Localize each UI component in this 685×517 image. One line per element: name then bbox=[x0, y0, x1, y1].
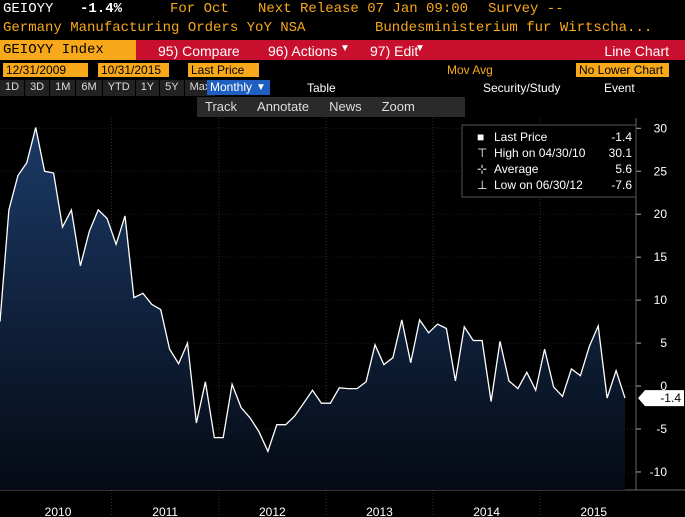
edit-button[interactable]: 97) Edit bbox=[370, 43, 419, 59]
y-tick-label: -5 bbox=[656, 422, 667, 436]
y-tick-label: 20 bbox=[654, 207, 668, 221]
period-button[interactable]: 3D bbox=[25, 80, 51, 96]
period-button[interactable]: YTD bbox=[102, 80, 136, 96]
period-bar: 1D 3D 1M 6M YTD 1Y 5Y Max bbox=[0, 80, 217, 96]
ticker: GEIOYY bbox=[3, 1, 54, 17]
event-button[interactable]: Event bbox=[604, 81, 635, 95]
field-select[interactable]: Last Price bbox=[188, 63, 259, 77]
tool-bar bbox=[197, 97, 465, 117]
lower-chart[interactable]: No Lower Chart bbox=[576, 63, 669, 77]
line bbox=[0, 127, 626, 454]
x-tick-label: 2012 bbox=[259, 505, 286, 517]
mov-avg[interactable]: Mov Avg bbox=[447, 63, 493, 77]
frequency[interactable]: Monthly bbox=[207, 80, 270, 95]
legend-value: -1.4 bbox=[611, 130, 632, 144]
compare-button[interactable]: 95) Compare bbox=[158, 43, 240, 59]
legend-value: -7.6 bbox=[611, 178, 632, 192]
y-tick-label: 25 bbox=[654, 164, 668, 178]
x-tick-label: 2013 bbox=[366, 505, 393, 517]
legend-symbol: ⊤ bbox=[477, 146, 487, 160]
period-button[interactable]: 1D bbox=[0, 80, 26, 96]
last-value-label: -1.4 bbox=[660, 391, 681, 405]
security-field[interactable]: GEIOYY Index bbox=[0, 40, 136, 60]
y-tick-label: 30 bbox=[654, 121, 668, 135]
start-date[interactable]: 12/31/2009 bbox=[3, 63, 88, 77]
x-tick-label: 2010 bbox=[45, 505, 72, 517]
chart: -10 -5 0 5 10 15 20 25 30 2010 2011 2012 2013 2014 201… bbox=[0, 118, 685, 517]
legend-label: Average bbox=[494, 162, 539, 176]
period-button[interactable]: 6M bbox=[76, 80, 103, 96]
period-button[interactable]: 1Y bbox=[135, 80, 161, 96]
area-fill bbox=[0, 127, 625, 490]
legend-symbol: ⊥ bbox=[477, 178, 487, 192]
y-tick-label: 10 bbox=[654, 293, 668, 307]
y-tick-label: 5 bbox=[660, 336, 667, 350]
legend-box bbox=[461, 124, 637, 198]
survey: Survey -- bbox=[488, 1, 564, 17]
period: For Oct bbox=[170, 1, 229, 17]
end-date[interactable]: 10/31/2015 bbox=[98, 63, 169, 77]
chart-kind[interactable]: Line Chart bbox=[604, 43, 669, 59]
source: Bundesministerium fur Wirtscha... bbox=[375, 20, 653, 36]
last-value-tag bbox=[638, 390, 684, 407]
change: -1.4% bbox=[80, 1, 123, 17]
legend-label: Low on 06/30/12 bbox=[494, 178, 583, 192]
legend-symbol: ⊹ bbox=[477, 162, 487, 176]
tool-list: Track Annotate News Zoom bbox=[205, 99, 415, 114]
legend-value: 5.6 bbox=[615, 162, 632, 176]
x-tick-label: 2015 bbox=[580, 505, 607, 517]
period-button[interactable]: 5Y bbox=[160, 80, 185, 96]
description: Germany Manufacturing Orders YoY NSA bbox=[3, 20, 306, 36]
tool-button[interactable]: News bbox=[329, 99, 362, 114]
tool-button[interactable]: Annotate bbox=[257, 99, 310, 114]
dropdown-arrow: ▼ bbox=[340, 43, 350, 54]
legend-value: 30.1 bbox=[609, 146, 633, 160]
tool-button[interactable]: Track bbox=[205, 99, 238, 114]
x-tick-label: 2011 bbox=[152, 505, 178, 517]
y-tick-label: 0 bbox=[660, 379, 667, 393]
table-button[interactable]: Table bbox=[307, 81, 336, 95]
toolbar bbox=[0, 40, 685, 60]
period-button[interactable]: 1M bbox=[50, 80, 77, 96]
legend-label: High on 04/30/10 bbox=[494, 146, 586, 160]
y-tick-label: 15 bbox=[654, 250, 668, 264]
y-tick-label: -10 bbox=[650, 465, 668, 479]
tool-button[interactable]: Zoom bbox=[381, 99, 415, 114]
actions-button[interactable]: 96) Actions bbox=[268, 43, 338, 59]
dropdown-arrow: ▼ bbox=[256, 82, 266, 93]
next-release: Next Release 07 Jan 09:00 bbox=[258, 1, 469, 17]
dropdown-arrow: ▼ bbox=[415, 43, 425, 54]
security-study[interactable]: Security/Study bbox=[483, 81, 561, 95]
legend-symbol: ■ bbox=[477, 130, 484, 144]
x-tick-label: 2014 bbox=[473, 505, 500, 517]
legend-label: Last Price bbox=[494, 130, 548, 144]
